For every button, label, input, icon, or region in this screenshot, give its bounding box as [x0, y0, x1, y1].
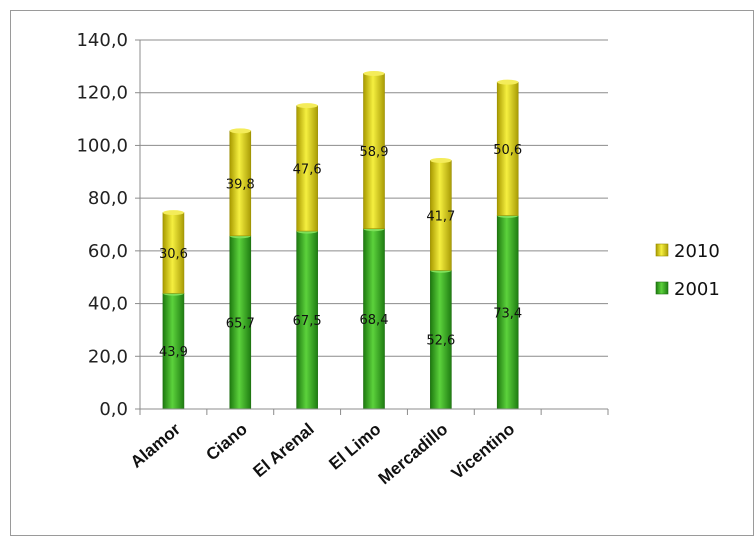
data-label-2001: 67,5: [293, 314, 322, 329]
y-tick-label: 60,0: [88, 241, 128, 262]
legend-label-2001: 2001: [674, 279, 720, 300]
data-label-2010: 39,8: [226, 177, 255, 192]
y-tick-label: 40,0: [88, 294, 128, 315]
y-tick-label: 140,0: [76, 30, 128, 51]
x-tick-label: Vicentino: [448, 420, 519, 484]
x-tick-label: El Arenal: [250, 420, 318, 482]
bar-cap-2010: [497, 79, 519, 85]
y-tick-label: 20,0: [88, 346, 128, 367]
data-label-2001: 68,4: [360, 313, 389, 328]
bar-cap-2010: [162, 210, 184, 216]
data-label-2001: 65,7: [226, 316, 255, 331]
x-tick-label: Alamor: [127, 419, 184, 471]
data-label-2010: 50,6: [493, 143, 522, 158]
legend-swatch-2001: [655, 281, 669, 295]
y-tick-label: 0,0: [99, 399, 128, 420]
x-tick-label: Ciano: [202, 420, 250, 465]
legend: 2010 2001: [655, 241, 720, 300]
x-tick-label: El Limo: [325, 420, 384, 474]
y-tick-label: 80,0: [88, 188, 128, 209]
data-label-2010: 47,6: [293, 162, 322, 177]
data-label-2001: 43,9: [159, 345, 188, 360]
bars: 43,9 30,6 65,7 39,8 67,5 47,6 68,4 58,9 52,6 41,7…: [159, 70, 522, 410]
y-tick-label: 100,0: [76, 135, 128, 156]
data-label-2010: 58,9: [360, 145, 389, 160]
y-axis: 0,0 20,0 40,0 60,0 80,0 100,0 120,0 140,0: [76, 30, 141, 420]
data-label-2001: 73,4: [493, 306, 522, 321]
data-label-2001: 52,6: [426, 334, 455, 349]
legend-swatch-2010: [655, 243, 669, 257]
bar-cap-2010: [363, 70, 385, 76]
bar-cap-2010: [296, 103, 318, 109]
y-tick-label: 120,0: [76, 83, 128, 104]
x-tick-label: Mercadillo: [375, 420, 452, 489]
bar-cap-2010: [229, 128, 251, 134]
bar-cap-2010: [430, 157, 452, 163]
data-label-2010: 41,7: [426, 209, 455, 224]
legend-label-2010: 2010: [674, 241, 720, 262]
data-label-2010: 30,6: [159, 247, 188, 262]
